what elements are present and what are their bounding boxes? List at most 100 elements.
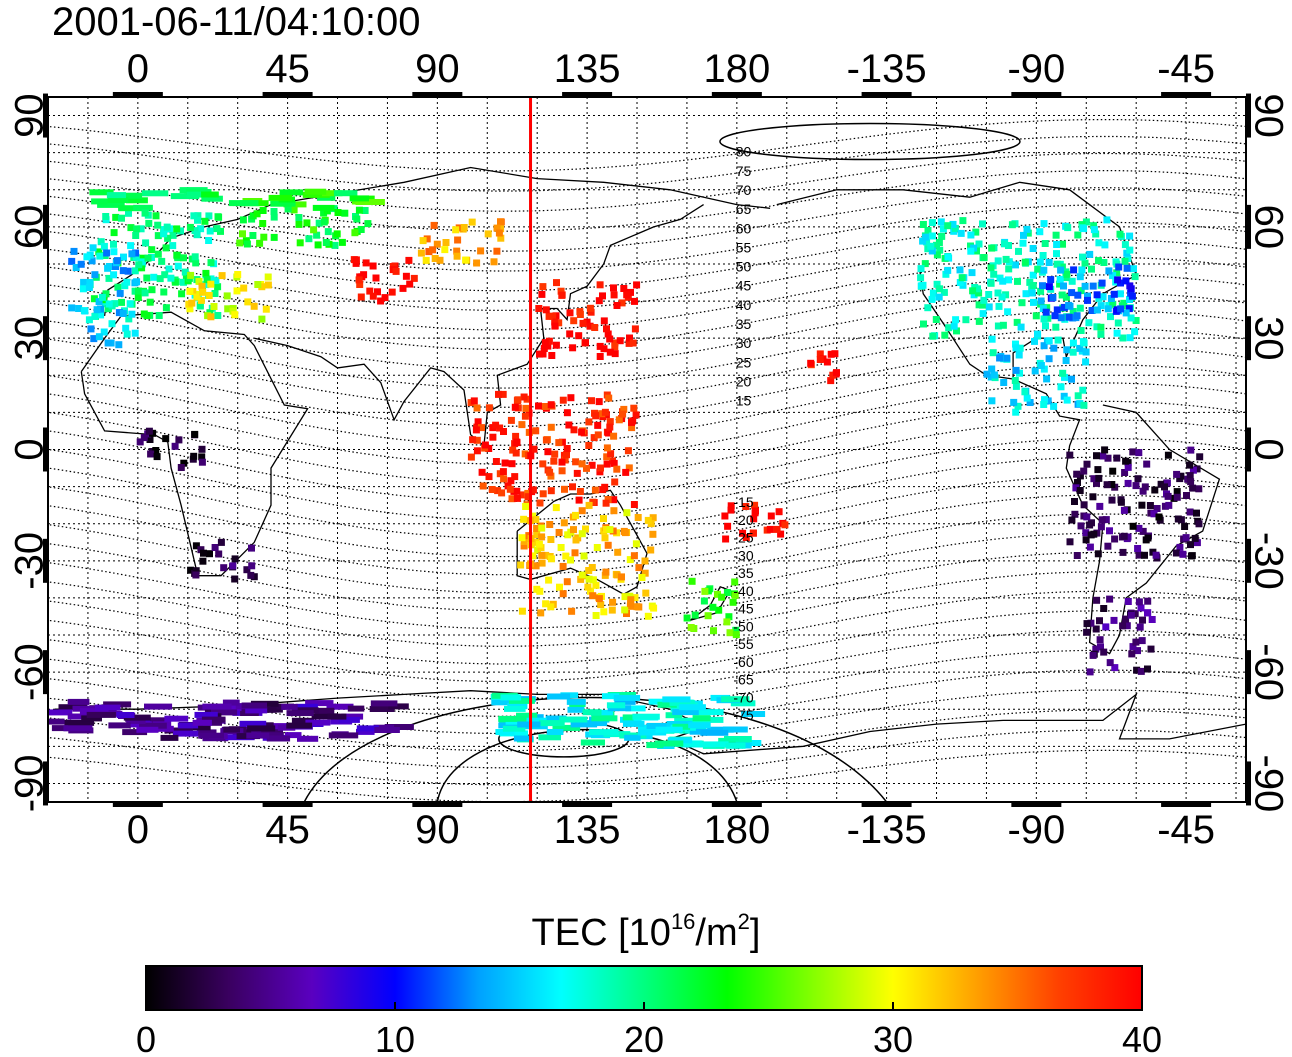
tec-cell — [546, 729, 564, 735]
contour-label: 50 — [736, 259, 752, 275]
tec-cell — [388, 703, 409, 710]
tec-cell — [1076, 400, 1084, 408]
tec-cell — [726, 629, 734, 637]
tec-cell — [1186, 461, 1194, 469]
contour-label: 30 — [736, 335, 752, 351]
tec-cell — [1090, 222, 1098, 230]
tec-cell — [1131, 273, 1139, 281]
tec-cell — [742, 503, 750, 510]
tec-cell — [1094, 550, 1102, 558]
tec-cell — [566, 330, 574, 338]
tec-cell — [1120, 532, 1128, 540]
tec-cell — [1066, 451, 1074, 459]
tec-cell — [146, 436, 154, 443]
tec-cell — [1097, 323, 1105, 331]
tec-cell — [635, 564, 643, 572]
contour-label: -75 — [733, 707, 753, 723]
tec-cell — [592, 612, 600, 619]
tec-cell — [192, 719, 212, 726]
tec-cell — [944, 253, 952, 261]
tec-cell — [203, 276, 211, 284]
tec-cell — [974, 285, 981, 293]
tec-cell — [519, 491, 527, 499]
tec-cell — [1012, 261, 1019, 269]
tec-cell — [1029, 245, 1037, 252]
tec-cell — [1187, 478, 1195, 486]
tec-cell — [610, 432, 618, 440]
tec-cell — [1011, 377, 1019, 384]
tec-cell — [258, 283, 266, 291]
tec-cell — [248, 544, 255, 552]
tec-cell — [557, 287, 565, 295]
tec-cell — [816, 350, 824, 358]
tec-cell — [749, 529, 757, 537]
tec-cell — [68, 257, 76, 265]
tec-cell — [1135, 598, 1143, 606]
tec-cell — [249, 232, 257, 239]
tec-cell — [631, 297, 638, 305]
tec-cell — [582, 525, 589, 533]
tec-cell — [1012, 366, 1020, 374]
contour-label: -15 — [733, 494, 753, 510]
tec-cell — [1138, 637, 1146, 645]
tec-cell — [194, 216, 201, 224]
tec-cell — [742, 534, 750, 541]
tec-cell — [262, 305, 270, 313]
tec-cell — [338, 716, 360, 723]
tec-cell — [1010, 398, 1018, 406]
tec-cell — [134, 293, 142, 301]
frame-tick — [562, 92, 613, 97]
tec-cell — [1144, 665, 1151, 673]
frame-tick — [43, 650, 48, 695]
tec-cell — [314, 241, 322, 249]
right-tick-label: 90 — [1246, 93, 1290, 138]
tec-cell — [1164, 492, 1172, 500]
tec-cell — [1080, 467, 1088, 475]
tec-cell — [1093, 596, 1101, 604]
tec-cell — [1029, 271, 1037, 279]
tec-cell — [1155, 513, 1163, 521]
tec-cell — [324, 228, 332, 236]
tec-cell — [115, 341, 123, 349]
tec-cell — [1042, 308, 1050, 316]
tec-cell — [827, 377, 835, 385]
tec-cell — [1139, 487, 1147, 495]
tec-cell — [739, 529, 747, 537]
frame-tick — [1246, 93, 1251, 138]
tec-cell — [729, 598, 737, 606]
tec-cell — [224, 305, 232, 313]
tec-cell — [1065, 313, 1073, 321]
top-tick-label: -90 — [1007, 47, 1065, 91]
contour-label: 80 — [736, 144, 752, 160]
tec-cell — [1101, 241, 1109, 249]
tec-cell — [177, 722, 199, 729]
tec-cell — [578, 571, 586, 579]
magnetic-contour — [48, 187, 1246, 252]
tec-cell — [374, 727, 400, 733]
tec-cell — [625, 705, 646, 712]
tec-cell — [615, 416, 623, 424]
tec-cell — [833, 369, 840, 377]
tec-cell — [205, 237, 213, 244]
tec-cell — [1095, 239, 1103, 247]
tec-cell — [312, 204, 335, 211]
tec-cell — [917, 265, 925, 273]
tec-cell — [207, 280, 215, 288]
tec-cell — [1186, 472, 1194, 480]
tec-cell — [1187, 541, 1194, 549]
tec-cell — [1079, 253, 1086, 261]
tec-cell — [577, 575, 585, 583]
tec-cell — [495, 390, 502, 398]
tec-cell — [1039, 305, 1047, 313]
tec-cell — [128, 310, 136, 318]
tec-cell — [88, 257, 96, 265]
tec-cell — [921, 260, 929, 268]
tec-cell — [1005, 276, 1012, 284]
tec-cell — [210, 709, 238, 716]
tec-cell — [538, 559, 546, 567]
tec-cell — [90, 335, 98, 343]
tec-cell — [249, 212, 257, 220]
tec-cell — [116, 712, 135, 718]
tec-cell — [599, 292, 606, 300]
tec-cell — [100, 242, 108, 250]
